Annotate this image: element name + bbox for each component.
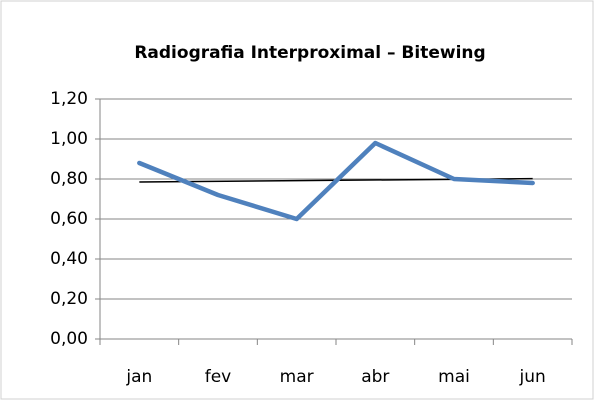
y-tick-label: 0,00	[50, 329, 88, 349]
x-tick-label: jan	[125, 367, 152, 387]
y-tick-label: 0,40	[50, 249, 88, 269]
y-tick-label: 1,20	[50, 89, 88, 109]
x-tick-label: jun	[519, 367, 546, 387]
x-tick-label: mai	[438, 367, 470, 387]
x-tick-label: fev	[205, 367, 232, 387]
x-tick-label: abr	[361, 367, 389, 387]
x-tick-label: mar	[280, 367, 314, 387]
y-tick-label: 0,20	[50, 289, 88, 309]
y-tick-label: 0,80	[50, 169, 88, 189]
y-tick-label: 1,00	[50, 129, 88, 149]
y-tick-label: 0,60	[50, 209, 88, 229]
line-series	[137, 140, 535, 222]
chart-title: Radiografia Interproximal – Bitewing	[134, 43, 485, 63]
